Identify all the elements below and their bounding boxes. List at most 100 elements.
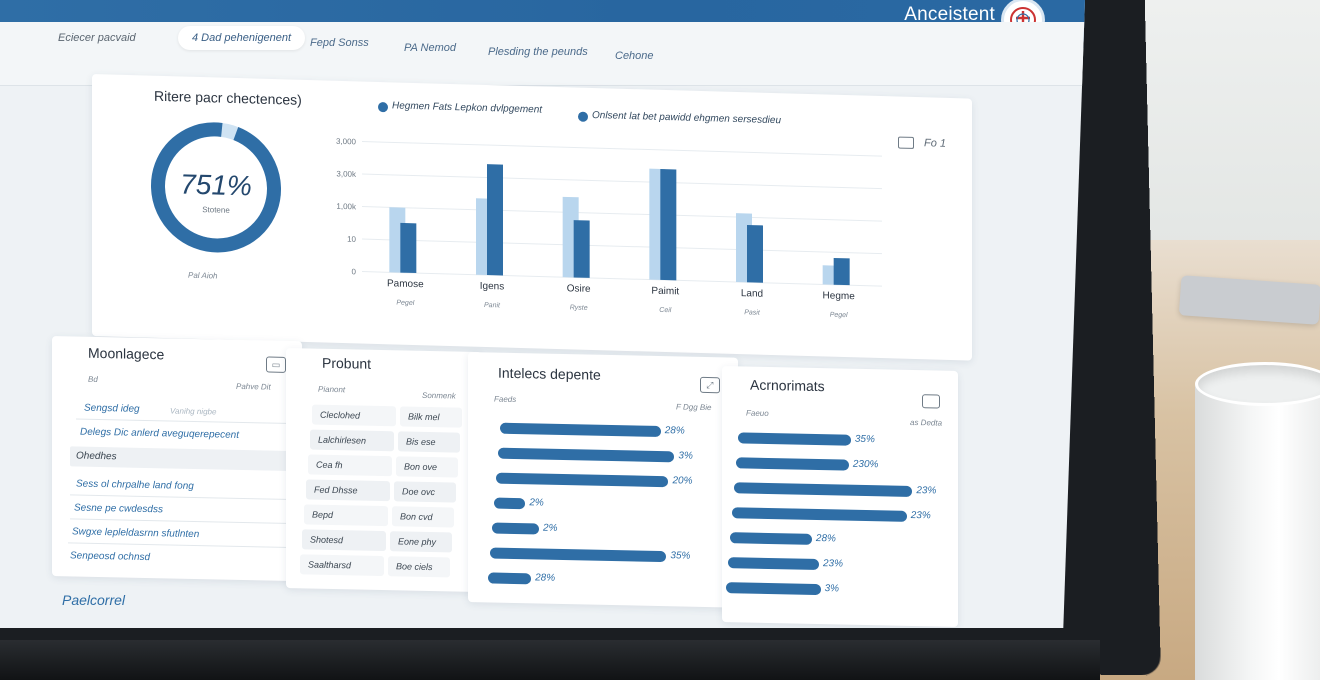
gridline	[362, 206, 882, 222]
product-row-name[interactable]: Saaltharsd	[300, 554, 384, 577]
interest-expand-icon[interactable]: ⤢	[700, 376, 720, 394]
coffee-mug	[1195, 368, 1320, 680]
management-link-1-hint: Vanihg nigbe	[170, 406, 217, 417]
achievement-bar	[732, 507, 907, 522]
achievement-bar	[736, 457, 849, 471]
gridline	[362, 271, 882, 287]
legend-dot-series-2	[578, 111, 588, 122]
nav-item-management[interactable]: 4 Dad pehenigenent	[178, 26, 306, 50]
achievement-bar-label: 23%	[916, 485, 937, 497]
donut-value: 751%	[180, 168, 252, 202]
achievement-bar-label: 230%	[852, 458, 879, 471]
interest-bar	[492, 522, 540, 535]
achievement-bar	[734, 482, 913, 497]
achievements-comment-icon[interactable]	[922, 394, 940, 409]
product-row-name[interactable]: Lalchirlesen	[310, 429, 394, 452]
achievements-panel: Acrnorimats Faeuo as Dedta 35% 230% 23% 23%…	[722, 366, 958, 627]
interest-bar	[496, 472, 669, 488]
interest-bar-label: 28%	[664, 425, 685, 437]
y-tick-label: 3,00k	[336, 169, 357, 179]
x-category-sublabel: Ceil	[659, 307, 672, 314]
x-category-sublabel: Panit	[484, 302, 501, 309]
interest-bar	[488, 572, 532, 585]
interest-bar	[490, 547, 667, 563]
y-tick-label: 0	[352, 267, 357, 276]
management-menu-icon[interactable]: ▭	[266, 356, 286, 373]
product-panel: Probunt Pianont Sonmenk Cleclohed Bilk me…	[286, 348, 482, 593]
bar-igens-series-2	[487, 164, 503, 276]
y-tick-label: 1,00k	[336, 202, 357, 212]
management-link-4[interactable]: Sess ol chrpalhe land fong	[76, 478, 194, 492]
product-row-value: Bon cvd	[392, 506, 454, 528]
laptop-screen: Anceistent Eciecer pacvaid 4 Dad pehenig…	[0, 0, 1085, 628]
legend-dot-series-1	[378, 101, 388, 113]
nav-item-cehone[interactable]: Cehone	[615, 50, 654, 62]
achievements-col-right: as Dedta	[910, 417, 943, 428]
x-category-sublabel: Pegel	[830, 312, 848, 320]
product-row-name[interactable]: Fed Dhsse	[306, 479, 390, 502]
product-col-right: Sonmenk	[422, 390, 456, 401]
achievement-bar-label: 35%	[854, 433, 875, 446]
x-category-label: Osire	[567, 283, 591, 295]
management-col-left: Bd	[88, 374, 98, 384]
achievement-bar-label: 23%	[910, 509, 931, 522]
product-title: Probunt	[322, 354, 372, 372]
nav-item-pending[interactable]: Plesding the peunds	[488, 46, 588, 58]
overview-corner-action[interactable]: Fo 1	[924, 137, 947, 150]
product-row-name[interactable]: Cleclohed	[312, 404, 396, 427]
coffee-mug-rim	[1195, 362, 1320, 406]
interest-bar	[494, 497, 526, 510]
management-title: Moonlagece	[88, 344, 165, 363]
management-link-6[interactable]: Swgxe lepleldasrnn sfutlnten	[72, 526, 200, 541]
management-section-label: Ohedhes	[76, 450, 117, 463]
bar-osire-series-2	[573, 220, 590, 278]
product-row-value: Eone phy	[390, 531, 452, 553]
donut-footer: Pal Aioh	[188, 270, 218, 281]
y-tick-label: 3,000	[336, 137, 357, 147]
nav-item-nemod[interactable]: PA Nemod	[404, 42, 456, 54]
footer-link[interactable]: Paelcorrel	[62, 592, 126, 608]
x-category-label: Hegme	[823, 290, 856, 302]
interest-panel: Intelecs depente ⤢ Faeds F Dgg Bie 28% 3%…	[468, 352, 738, 608]
achievements-col-left: Faeuo	[746, 408, 769, 418]
product-row-value: Bon ove	[396, 456, 458, 478]
gridline	[362, 173, 882, 190]
achievement-bar-label: 28%	[815, 532, 836, 545]
interest-bar-label: 2%	[529, 497, 544, 509]
interest-bar-label: 2%	[543, 522, 558, 534]
management-link-5[interactable]: Sesne pe cwdesdss	[74, 502, 163, 516]
laptop-keyboard	[0, 640, 1100, 680]
interest-bar-label: 3%	[678, 450, 693, 462]
x-category-sublabel: Pegel	[396, 300, 414, 308]
interest-title: Intelecs depente	[498, 364, 601, 383]
achievement-bar-label: 3%	[824, 583, 840, 595]
product-row-name[interactable]: Cea fh	[308, 454, 392, 477]
achievement-bar	[730, 532, 812, 545]
product-row-value: Bilk mel	[400, 406, 462, 428]
x-category-label: Igens	[480, 281, 504, 293]
divider	[68, 542, 290, 548]
bar-hegme-series-2	[833, 257, 850, 286]
management-link-7[interactable]: Senpeosd ochnsd	[70, 550, 151, 564]
interest-bar-label: 28%	[535, 572, 556, 584]
nav-item-account[interactable]: Eciecer pacvaid	[58, 32, 136, 44]
divider	[70, 494, 292, 501]
interest-bar	[498, 447, 675, 463]
bar-paimit-series-2	[660, 168, 677, 281]
bar-pamose-series-2	[400, 222, 417, 274]
completion-donut	[151, 122, 281, 253]
product-row-name[interactable]: Bepd	[304, 504, 388, 527]
management-link-2[interactable]: Delegs Dic anlerd aveguqerepecent	[80, 426, 239, 441]
x-category-sublabel: Pasit	[744, 309, 761, 316]
product-table: Cleclohed Bilk mel Lalchirlesen Bis ese Cea …	[286, 348, 482, 578]
product-row-name[interactable]: Shotesd	[302, 529, 386, 552]
legend-label-series-1: Hegmen Fats Lepkon dvlpgement	[392, 100, 543, 116]
interest-col-left: Faeds	[494, 394, 517, 405]
interest-bar-label: 20%	[672, 475, 693, 487]
management-link-1[interactable]: Sengsd ideg	[84, 402, 140, 415]
nav-item-sources[interactable]: Fepd Sonss	[310, 37, 369, 49]
interest-bar-label: 35%	[670, 550, 691, 562]
achievement-bar	[726, 582, 821, 596]
x-category-label: Paimit	[651, 286, 679, 298]
management-panel: Moonlagece ▭ Bd Pahve Dit Sengsd ideg Va…	[52, 336, 302, 582]
